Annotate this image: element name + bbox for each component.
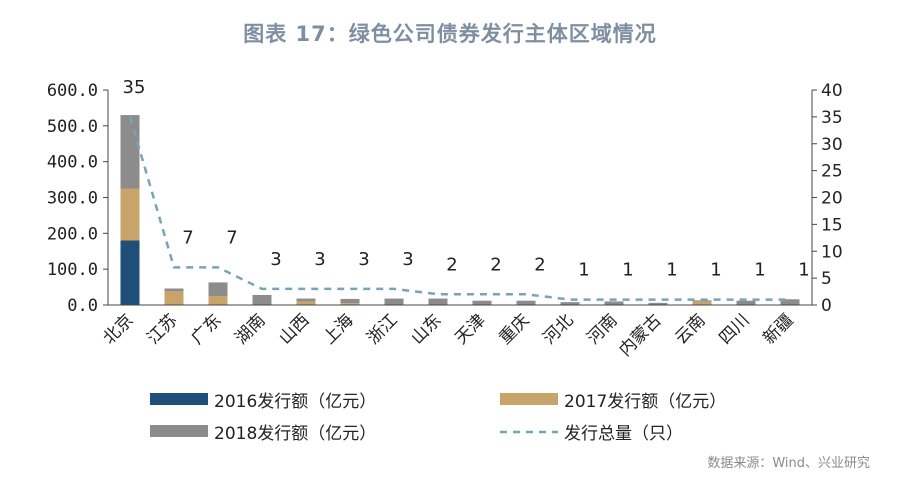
line-data-label: 1 (666, 260, 677, 281)
left-tick-label: 100.0 (47, 260, 98, 280)
left-tick-label: 400.0 (47, 153, 98, 173)
bar-2018 (340, 298, 360, 304)
bar-2017 (164, 291, 184, 305)
x-tick-label: 四川 (715, 310, 753, 348)
count-line (128, 116, 790, 301)
right-tick-label: 35 (821, 108, 843, 128)
line-data-label: 35 (123, 77, 146, 98)
legend-2017-swatch (500, 393, 558, 405)
x-tick-label: 内蒙古 (615, 310, 665, 360)
legend-2017-label: 2017发行额（亿元） (564, 392, 726, 412)
x-tick-label: 上海 (319, 310, 357, 348)
bar-2017 (120, 188, 140, 241)
right-tick-label: 10 (821, 242, 843, 262)
x-tick-label: 河北 (539, 310, 577, 348)
right-tick-label: 40 (821, 81, 843, 101)
bar-2017 (340, 303, 360, 305)
chart-title: 图表 17：绿色公司债券发行主体区域情况 (243, 22, 657, 46)
right-tick-label: 25 (821, 162, 843, 182)
line-data-label: 7 (182, 227, 193, 248)
right-tick-label: 30 (821, 135, 843, 155)
right-tick-label: 0 (821, 296, 832, 316)
bar-2017 (692, 301, 712, 305)
bar-2016 (120, 240, 140, 305)
x-tick-label: 湖南 (231, 310, 269, 348)
left-tick-label: 600.0 (47, 81, 98, 101)
line-data-label: 1 (710, 260, 721, 281)
line-data-label: 1 (754, 260, 765, 281)
x-tick-label: 山东 (407, 310, 445, 348)
bar-2018 (296, 298, 316, 302)
bar-2018 (472, 300, 492, 305)
left-tick-label: 0.0 (67, 296, 98, 316)
x-tick-label: 天津 (451, 310, 489, 348)
bar-2018 (384, 298, 404, 305)
x-tick-label: 新疆 (759, 310, 797, 348)
legend-2018-label: 2018发行额（亿元） (214, 424, 376, 444)
line-data-label: 2 (446, 254, 457, 275)
line-data-label: 1 (622, 260, 633, 281)
bar-2017 (208, 296, 228, 305)
right-tick-label: 15 (821, 215, 843, 235)
line-data-label: 3 (270, 249, 281, 270)
x-tick-label: 重庆 (495, 310, 533, 348)
bar-2018 (736, 300, 756, 305)
legend-count-label: 发行总量（只） (564, 424, 683, 444)
line-data-label: 3 (402, 249, 413, 270)
source-note: 数据来源：Wind、兴业研究 (707, 456, 870, 471)
line-data-label: 2 (490, 254, 501, 275)
bar-2018 (208, 282, 228, 297)
line-data-label: 7 (226, 227, 237, 248)
bar-2018 (164, 288, 184, 292)
left-tick-label: 300.0 (47, 189, 98, 209)
left-tick-label: 200.0 (47, 224, 98, 244)
bar-2018 (780, 299, 800, 305)
right-tick-label: 20 (821, 189, 843, 209)
bar-2018 (428, 298, 448, 305)
bar-2018 (560, 302, 580, 305)
left-tick-label: 500.0 (47, 117, 98, 137)
legend-2018-swatch (150, 425, 208, 437)
line-data-label: 2 (534, 254, 545, 275)
line-data-label: 3 (314, 249, 325, 270)
legend-2016-label: 2016发行额（亿元） (214, 392, 376, 412)
bar-2017 (296, 301, 316, 305)
bar-2018 (648, 302, 668, 305)
x-tick-label: 江苏 (143, 310, 181, 348)
line-data-label: 1 (798, 260, 809, 281)
x-tick-label: 广东 (187, 310, 225, 348)
legend-2016-swatch (150, 393, 208, 405)
x-tick-label: 河南 (583, 310, 621, 348)
x-tick-label: 云南 (671, 310, 709, 348)
line-data-label: 3 (358, 249, 369, 270)
x-tick-label: 山西 (275, 310, 313, 348)
bar-2018 (516, 300, 536, 305)
bar-2018 (252, 294, 272, 305)
bar-2018 (120, 115, 140, 189)
bar-2018 (604, 301, 624, 305)
bar-2018 (692, 300, 712, 302)
right-tick-label: 5 (821, 269, 832, 289)
x-tick-label: 北京 (99, 310, 137, 348)
x-tick-label: 浙江 (363, 310, 401, 348)
line-data-label: 1 (578, 260, 589, 281)
